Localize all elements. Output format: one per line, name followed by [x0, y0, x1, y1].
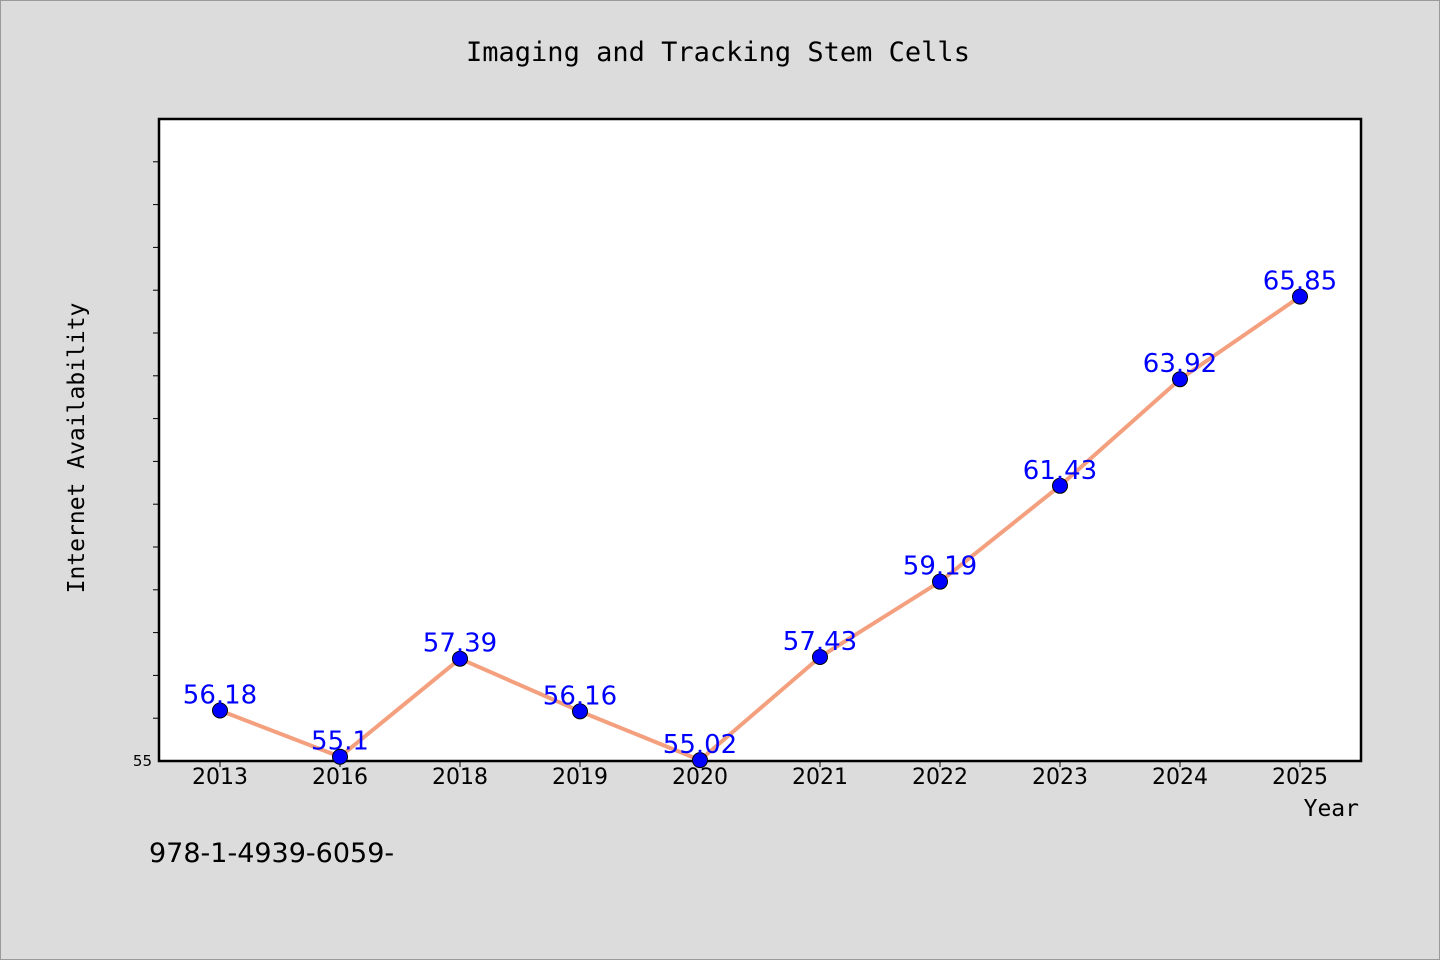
- data-label: 55.02: [663, 730, 737, 760]
- data-label: 56.18: [183, 680, 257, 710]
- x-tick-label: 2025: [1272, 765, 1328, 790]
- plot-area: [157, 117, 1363, 763]
- data-point: [452, 650, 468, 667]
- y-tick-label: 55: [133, 752, 152, 770]
- data-point: [692, 752, 708, 769]
- data-point: [332, 748, 348, 765]
- x-tick-label: 2020: [672, 765, 728, 790]
- data-point: [812, 648, 828, 665]
- data-point: [1292, 288, 1308, 305]
- data-label: 56.16: [543, 681, 617, 711]
- data-point: [572, 703, 588, 720]
- data-label: 65.85: [1263, 267, 1337, 297]
- data-label: 63.92: [1143, 349, 1217, 379]
- x-tick-label: 2023: [1032, 765, 1088, 790]
- x-tick-label: 2024: [1152, 765, 1208, 790]
- x-tick-label: 2022: [912, 765, 968, 790]
- y-axis-ticks: [153, 161, 159, 719]
- x-tick-label: 2019: [552, 765, 608, 790]
- chart-title: Imaging and Tracking Stem Cells: [466, 37, 970, 68]
- series-line: [218, 294, 1302, 763]
- x-tick-label: 2013: [192, 765, 248, 790]
- x-axis-title: Year: [1304, 796, 1359, 822]
- data-point: [932, 573, 948, 590]
- x-tick-label: 2018: [432, 765, 488, 790]
- data-point: [1172, 371, 1188, 388]
- series-markers-group: [212, 288, 1308, 769]
- data-label: 61.43: [1023, 456, 1097, 486]
- x-tick-label: 2021: [792, 765, 848, 790]
- series-line-group: [218, 294, 1302, 763]
- data-label: 55.1: [311, 727, 369, 757]
- y-axis-title: Internet Availability: [64, 303, 90, 594]
- data-label: 57.43: [783, 627, 857, 657]
- data-label: 59.19: [903, 552, 977, 582]
- data-point: [212, 702, 228, 719]
- data-point: [1052, 477, 1068, 494]
- x-axis-ticks: 2013 2016 2018 2019 2020 2021 2022 2023 2024 2025: [192, 761, 1328, 790]
- x-tick-label: 2016: [312, 765, 368, 790]
- data-label: 57.39: [423, 629, 497, 659]
- footer-code: 978-1-4939-6059-: [149, 838, 394, 869]
- data-labels-group: 56.18 55.1 57.39 56.16 55.02 57.43 59.19 61.43 6…: [183, 267, 1337, 761]
